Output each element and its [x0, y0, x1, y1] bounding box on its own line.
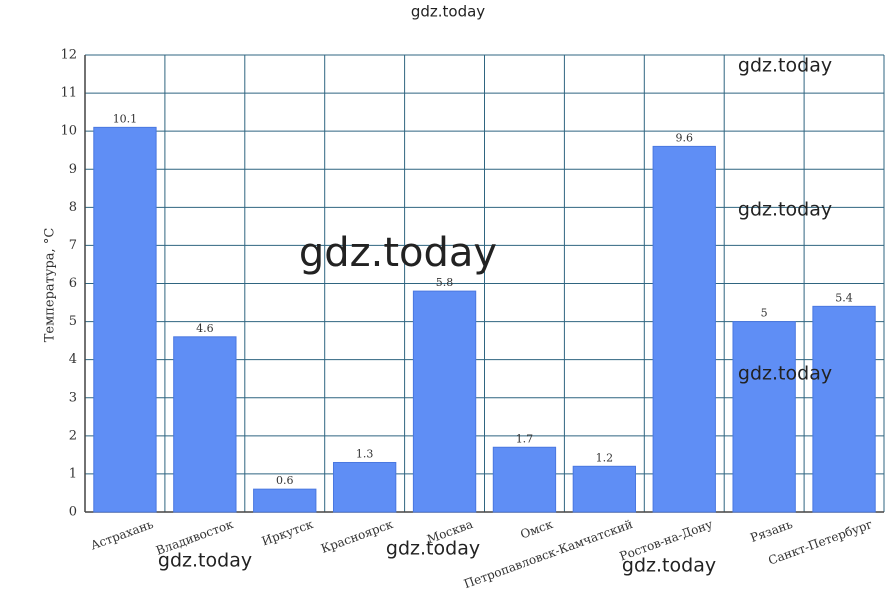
value-label: 10.1 — [113, 112, 138, 125]
watermark: gdz.today — [299, 230, 497, 276]
y-tick-label: 1 — [69, 466, 77, 481]
value-label: 9.6 — [676, 131, 694, 144]
watermark: gdz.today — [158, 550, 252, 572]
bar — [332, 461, 397, 513]
watermark: gdz.today — [738, 199, 832, 221]
watermark: gdz.today — [738, 363, 832, 385]
y-tick-label: 3 — [69, 390, 77, 405]
x-tick-label: Иркутск — [260, 517, 316, 549]
y-tick-label: 5 — [69, 314, 77, 329]
value-label: 5.8 — [436, 276, 454, 289]
value-label: 5.4 — [835, 291, 853, 304]
y-tick-label: 12 — [60, 48, 77, 63]
value-label: 4.6 — [196, 322, 214, 335]
bar — [93, 126, 157, 513]
y-tick-label: 2 — [69, 428, 77, 443]
bar — [412, 290, 477, 513]
value-label: 0.6 — [276, 474, 294, 487]
watermark: gdz.today — [622, 555, 716, 577]
watermark: gdz.today — [411, 3, 485, 21]
x-tick-label: Рязань — [748, 517, 794, 545]
value-label: 1.7 — [516, 432, 534, 445]
y-tick-label: 11 — [60, 86, 77, 101]
x-tick-label: Астрахань — [89, 517, 156, 553]
bar — [173, 336, 237, 513]
bar — [812, 305, 876, 513]
y-axis-label: Температура, °C — [43, 228, 58, 343]
watermark: gdz.today — [386, 538, 480, 560]
y-tick-label: 0 — [69, 505, 77, 520]
bar — [253, 488, 317, 513]
y-tick-label: 9 — [69, 162, 77, 177]
watermark: gdz.today — [738, 55, 832, 77]
y-tick-label: 10 — [60, 124, 77, 139]
value-label: 1.2 — [596, 451, 614, 464]
y-tick-label: 4 — [69, 352, 77, 367]
y-tick-label: 6 — [69, 276, 77, 291]
y-tick-label: 7 — [69, 238, 77, 253]
bar — [492, 446, 557, 513]
x-tick-label: Омск — [518, 517, 555, 542]
value-label: 5 — [761, 307, 768, 320]
y-tick-label: 8 — [69, 200, 77, 215]
bar — [652, 145, 716, 513]
bar — [732, 321, 796, 513]
value-label: 1.3 — [356, 447, 374, 460]
x-tick-label: Красноярск — [319, 517, 395, 556]
bar — [572, 465, 637, 513]
